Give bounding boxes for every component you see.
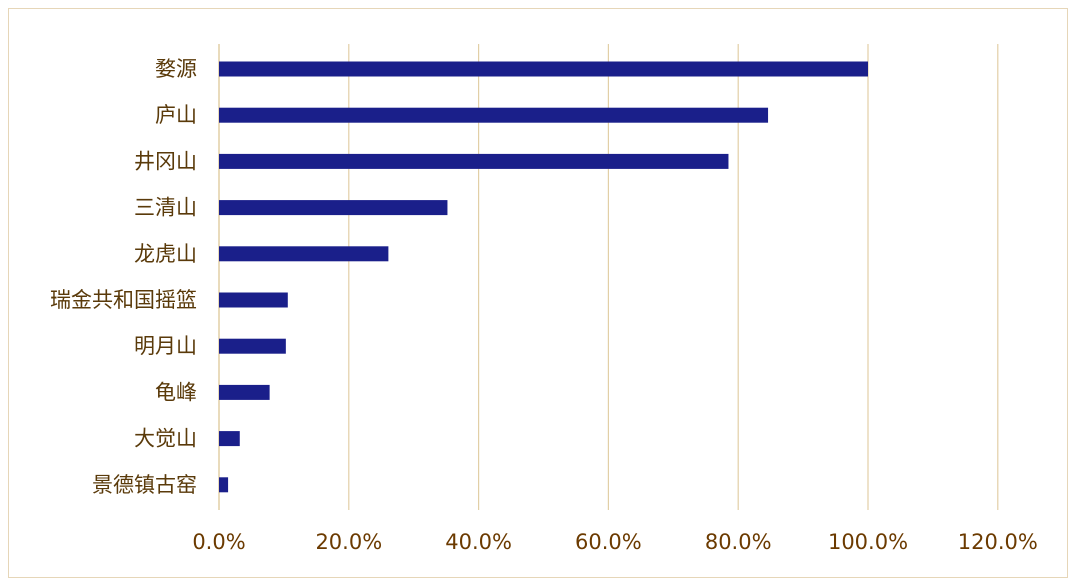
category-label: 龙虎山 [134, 242, 197, 266]
category-label: 三清山 [134, 196, 197, 220]
x-tick-label: 40.0% [445, 530, 512, 554]
bar [219, 338, 286, 354]
category-label: 明月山 [134, 334, 197, 358]
x-tick-label: 100.0% [828, 530, 908, 554]
bar [219, 61, 868, 77]
x-tick-label: 20.0% [315, 530, 382, 554]
x-tick-label: 0.0% [192, 530, 245, 554]
category-label: 井冈山 [134, 149, 197, 173]
bar [219, 431, 240, 447]
category-label: 婺源 [155, 57, 197, 81]
category-label: 龟峰 [155, 380, 197, 404]
bar [219, 477, 229, 493]
bar [219, 384, 270, 400]
category-label: 庐山 [155, 103, 197, 127]
category-label: 景德镇古窑 [92, 473, 197, 497]
bar [219, 153, 729, 169]
x-tick-labels: 0.0% 20.0% 40.0% 60.0% 80.0% 100.0% 120.0% [192, 530, 1038, 554]
x-tick-label: 80.0% [705, 530, 772, 554]
category-label: 大觉山 [134, 427, 197, 451]
bar [219, 292, 288, 308]
x-tick-label: 120.0% [958, 530, 1038, 554]
bar [219, 200, 448, 216]
x-tick-label: 60.0% [575, 530, 642, 554]
category-label: 瑞金共和国摇篮 [50, 288, 197, 312]
bar [219, 246, 389, 262]
bar [219, 107, 769, 123]
chart-frame [8, 8, 1068, 578]
bars [219, 61, 868, 493]
